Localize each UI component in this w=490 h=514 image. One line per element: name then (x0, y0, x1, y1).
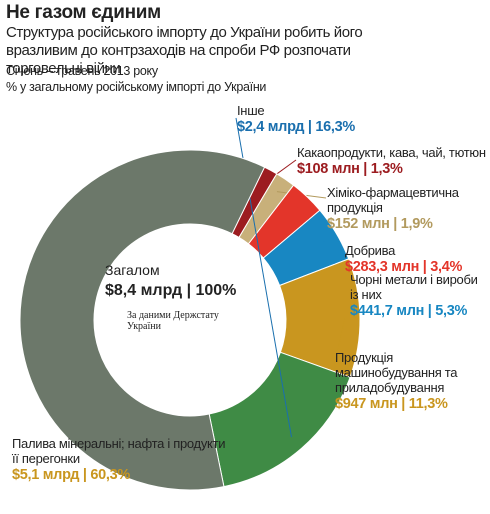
center-value: $8,4 млрд | 100% (105, 282, 237, 299)
wedge (208, 351, 351, 488)
leader-line (263, 159, 297, 184)
value-label: $5,1 млрд | 60,3% (12, 467, 131, 483)
segment-label: Хіміко-фармацевтична продукція $152 млн |… (327, 185, 477, 232)
note: Січень – травень 2013 року (6, 64, 158, 78)
value-label: $947 млн | 11,3% (335, 396, 448, 412)
category-name: Хіміко-фармацевтична продукція (327, 185, 459, 215)
category-name: Палива мінеральні; нафта і продукти її п… (12, 436, 226, 466)
leader-line (332, 318, 346, 373)
title: Не газом єдиним (6, 2, 161, 23)
segment-label: Інше $2,4 млрд | 16,3% (237, 103, 387, 135)
value-label: $2,4 млрд | 16,3% (237, 119, 356, 135)
segment-label: Чорні метали і вироби із них $441,7 млн |… (350, 272, 485, 319)
center: Загалом $8,4 млрд | 100% За даними Держс… (105, 262, 265, 332)
value-label: $152 млн | 1,9% (327, 216, 433, 232)
segment-label: Продукція машинобудування та приладобуду… (335, 350, 490, 412)
source: За даними Держстату України (127, 310, 219, 332)
value-label: $441,7 млн | 5,3% (350, 303, 468, 319)
wedge (19, 149, 266, 491)
segment-label: Палива мінеральні; нафта і продукти її п… (12, 436, 227, 483)
value-label: $108 млн | 1,3% (297, 161, 403, 177)
category-name: Продукція машинобудування та приладобуду… (335, 350, 458, 395)
value-label: $283,3 млн | 3,4% (345, 259, 463, 275)
category-name: Чорні метали і вироби із них (350, 272, 478, 302)
subtitle: Структура російського імпорту до України… (6, 24, 363, 77)
category-name: Інше (237, 103, 265, 118)
category-name: Добрива (345, 243, 396, 258)
category-name: Какаопродукти, кава, чай, тютюн (297, 145, 486, 160)
note: % у загальному російському імпорті до Ук… (6, 80, 267, 94)
segment-label: Добрива $283,3 млн | 3,4% (345, 243, 475, 275)
center-label: Загалом (105, 262, 160, 278)
segment-label: Какаопродукти, кава, чай, тютюн $108 млн … (297, 145, 487, 177)
